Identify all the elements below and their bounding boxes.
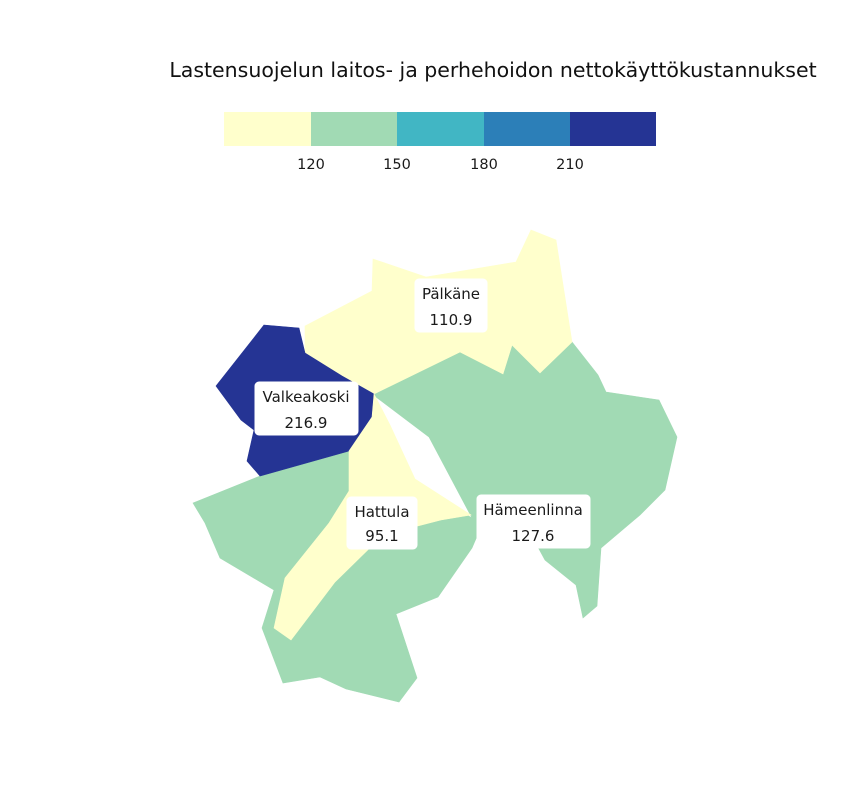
label-palkane: Pälkäne 110.9: [414, 278, 488, 333]
legend-swatch-1: [224, 112, 311, 146]
region-labels: Pälkäne 110.9 Valkeakoski 216.9 Hämeenli…: [254, 278, 591, 550]
legend-tick-label: 150: [383, 157, 411, 173]
region-hameenlinna[interactable]: [192, 341, 678, 703]
label-hattula: Hattula 95.1: [346, 496, 418, 550]
label-value: 110.9: [430, 311, 473, 329]
legend: 120 150 180 210: [224, 112, 656, 173]
label-valkeakoski: Valkeakoski 216.9: [254, 381, 359, 436]
label-box: [414, 278, 488, 333]
label-box: [476, 494, 591, 549]
label-box: [346, 496, 418, 550]
label-box: [254, 381, 359, 436]
legend-swatch-3: [397, 112, 484, 146]
label-name: Valkeakoski: [262, 388, 349, 406]
label-name: Hämeenlinna: [483, 501, 583, 519]
legend-tick-label: 180: [470, 157, 498, 173]
legend-swatch-5: [570, 112, 656, 146]
label-name: Hattula: [354, 503, 409, 521]
legend-swatch-2: [311, 112, 397, 146]
label-value: 127.6: [512, 527, 555, 545]
label-value: 95.1: [365, 527, 398, 545]
legend-tick-label: 120: [297, 157, 325, 173]
label-hameenlinna: Hämeenlinna 127.6: [476, 494, 591, 549]
map-title: Lastensuojelun laitos- ja perhehoidon ne…: [169, 58, 816, 82]
legend-tick-label: 210: [556, 157, 584, 173]
legend-swatch-4: [484, 112, 570, 146]
label-value: 216.9: [285, 414, 328, 432]
label-name: Pälkäne: [422, 285, 480, 303]
